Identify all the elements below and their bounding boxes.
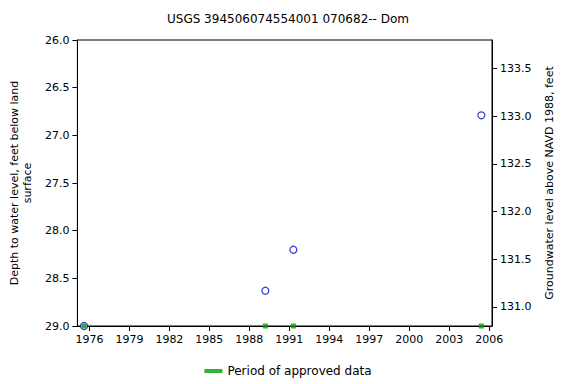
svg-text:26.0: 26.0 [45,34,70,47]
svg-text:131.5: 131.5 [500,253,532,266]
svg-text:1988: 1988 [235,333,263,346]
svg-text:28.0: 28.0 [45,224,70,237]
svg-text:29.0: 29.0 [45,320,70,333]
svg-text:133.0: 133.0 [500,110,532,123]
svg-text:26.5: 26.5 [45,81,70,94]
svg-text:Depth to water level, feet bel: Depth to water level, feet below land [8,81,21,286]
svg-text:surface: surface [21,162,34,203]
svg-text:132.5: 132.5 [500,157,532,170]
svg-text:1976: 1976 [75,333,103,346]
svg-text:1994: 1994 [315,333,343,346]
svg-text:1985: 1985 [195,333,223,346]
svg-text:27.5: 27.5 [45,177,70,190]
svg-text:1982: 1982 [155,333,183,346]
svg-text:131.0: 131.0 [500,300,532,313]
svg-text:1991: 1991 [275,333,303,346]
svg-text:28.5: 28.5 [45,272,70,285]
svg-text:2003: 2003 [435,333,463,346]
svg-text:132.0: 132.0 [500,205,532,218]
svg-text:Groundwater level above NAVD 1: Groundwater level above NAVD 1988, feet [543,66,556,300]
svg-text:2006: 2006 [475,333,503,346]
svg-text:Period of approved data: Period of approved data [227,364,371,378]
svg-text:1979: 1979 [115,333,143,346]
svg-text:USGS 394506074554001 070682--: USGS 394506074554001 070682-- Dom [167,12,409,26]
svg-text:27.0: 27.0 [45,129,70,142]
svg-text:1997: 1997 [355,333,383,346]
svg-text:2000: 2000 [395,333,423,346]
svg-text:133.5: 133.5 [500,62,532,75]
